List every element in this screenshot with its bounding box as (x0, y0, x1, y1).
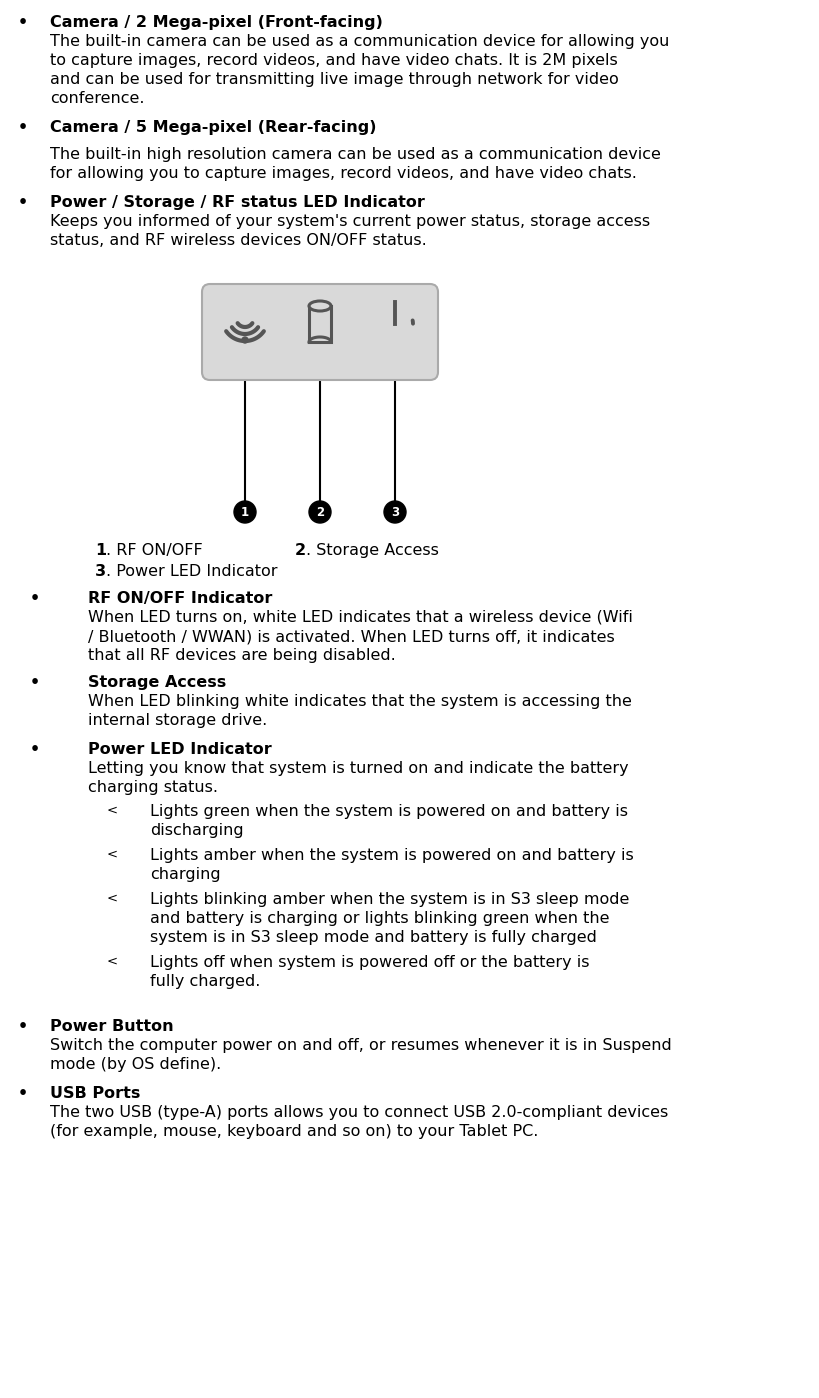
Text: Camera / 2 Mega-pixel (Front-facing): Camera / 2 Mega-pixel (Front-facing) (50, 15, 382, 29)
Text: Lights off when system is powered off or the battery is: Lights off when system is powered off or… (150, 955, 590, 970)
Text: Lights amber when the system is powered on and battery is: Lights amber when the system is powered … (150, 849, 634, 863)
Text: 2: 2 (316, 506, 324, 519)
Text: . Storage Access: . Storage Access (306, 542, 439, 558)
Circle shape (384, 500, 406, 523)
Text: . RF ON/OFF: . RF ON/OFF (106, 542, 203, 558)
Text: fully charged.: fully charged. (150, 974, 260, 988)
Text: conference.: conference. (50, 91, 144, 106)
Ellipse shape (309, 301, 331, 310)
Text: <: < (107, 955, 118, 967)
Text: / Bluetooth / WWAN) is activated. When LED turns off, it indicates: / Bluetooth / WWAN) is activated. When L… (88, 629, 615, 644)
Text: RF ON/OFF Indicator: RF ON/OFF Indicator (88, 591, 273, 605)
Text: 1: 1 (95, 542, 106, 558)
Text: status, and RF wireless devices ON/OFF status.: status, and RF wireless devices ON/OFF s… (50, 233, 427, 247)
Text: and can be used for transmitting live image through network for video: and can be used for transmitting live im… (50, 73, 618, 87)
Text: •: • (18, 1019, 28, 1035)
Text: internal storage drive.: internal storage drive. (88, 713, 267, 728)
Text: Switch the computer power on and off, or resumes whenever it is in Suspend: Switch the computer power on and off, or… (50, 1037, 672, 1053)
Text: •: • (18, 194, 28, 210)
Text: 2: 2 (295, 542, 306, 558)
Text: When LED turns on, white LED indicates that a wireless device (Wifi: When LED turns on, white LED indicates t… (88, 610, 633, 625)
Text: Letting you know that system is turned on and indicate the battery: Letting you know that system is turned o… (88, 761, 629, 776)
Text: Lights blinking amber when the system is in S3 sleep mode: Lights blinking amber when the system is… (150, 892, 629, 907)
Text: •: • (30, 675, 40, 691)
Text: •: • (18, 120, 28, 136)
Text: <: < (107, 892, 118, 905)
Text: and battery is charging or lights blinking green when the: and battery is charging or lights blinki… (150, 911, 609, 925)
Text: . Power LED Indicator: . Power LED Indicator (106, 563, 278, 579)
Text: 3: 3 (95, 563, 106, 579)
Circle shape (234, 500, 256, 523)
Text: system is in S3 sleep mode and battery is fully charged: system is in S3 sleep mode and battery i… (150, 930, 597, 945)
Text: (for example, mouse, keyboard and so on) to your Tablet PC.: (for example, mouse, keyboard and so on)… (50, 1124, 538, 1139)
Text: for allowing you to capture images, record videos, and have video chats.: for allowing you to capture images, reco… (50, 166, 637, 180)
Text: Camera / 5 Mega-pixel (Rear-facing): Camera / 5 Mega-pixel (Rear-facing) (50, 120, 377, 136)
Text: 1: 1 (241, 506, 249, 519)
Text: Keeps you informed of your system's current power status, storage access: Keeps you informed of your system's curr… (50, 214, 650, 229)
Text: The built-in camera can be used as a communication device for allowing you: The built-in camera can be used as a com… (50, 34, 669, 49)
Text: When LED blinking white indicates that the system is accessing the: When LED blinking white indicates that t… (88, 693, 632, 709)
Text: Power Button: Power Button (50, 1019, 174, 1035)
Text: mode (by OS define).: mode (by OS define). (50, 1057, 221, 1072)
Circle shape (309, 500, 331, 523)
Text: charging: charging (150, 867, 220, 882)
Text: Power / Storage / RF status LED Indicator: Power / Storage / RF status LED Indicato… (50, 194, 425, 210)
Text: The built-in high resolution camera can be used as a communication device: The built-in high resolution camera can … (50, 147, 661, 162)
Text: •: • (18, 15, 28, 29)
Text: <: < (107, 804, 118, 816)
Text: 3: 3 (391, 506, 399, 519)
Text: USB Ports: USB Ports (50, 1086, 140, 1102)
Text: that all RF devices are being disabled.: that all RF devices are being disabled. (88, 649, 396, 663)
Text: charging status.: charging status. (88, 780, 218, 795)
Bar (309, 306, 331, 343)
Text: Lights green when the system is powered on and battery is: Lights green when the system is powered … (150, 804, 628, 819)
Text: <: < (107, 849, 118, 861)
Text: Storage Access: Storage Access (88, 675, 226, 691)
Text: discharging: discharging (150, 823, 243, 837)
Circle shape (242, 337, 248, 343)
Text: •: • (18, 1086, 28, 1102)
Text: to capture images, record videos, and have video chats. It is 2M pixels: to capture images, record videos, and ha… (50, 53, 618, 69)
Text: •: • (30, 591, 40, 605)
Text: The two USB (type-A) ports allows you to connect USB 2.0-compliant devices: The two USB (type-A) ports allows you to… (50, 1104, 668, 1120)
Text: •: • (30, 742, 40, 756)
Text: Power LED Indicator: Power LED Indicator (88, 742, 272, 756)
FancyBboxPatch shape (202, 284, 438, 380)
